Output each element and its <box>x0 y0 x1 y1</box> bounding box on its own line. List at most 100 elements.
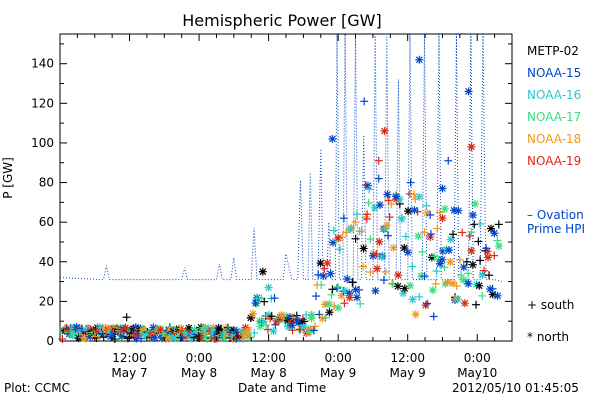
north-point <box>325 308 334 317</box>
north-point <box>389 243 398 252</box>
north-point <box>468 260 477 269</box>
north-point <box>438 255 447 264</box>
south-point <box>413 207 422 216</box>
north-point <box>328 134 337 143</box>
south-point <box>348 278 357 287</box>
north-point <box>80 333 89 342</box>
north-point <box>471 199 480 208</box>
south-point <box>422 201 431 210</box>
south-point <box>464 269 473 278</box>
north-point <box>411 310 420 319</box>
north-point <box>438 184 447 193</box>
south-point <box>363 210 372 219</box>
north-point <box>249 309 258 318</box>
north-point <box>400 284 409 293</box>
x-tick-label-time: 12:00 <box>251 351 286 365</box>
south-point <box>465 232 474 241</box>
south-point <box>423 299 432 308</box>
south-point <box>420 272 429 281</box>
north-point <box>256 322 265 331</box>
ovation-legend-line1: – Ovation <box>527 208 584 222</box>
north-point <box>334 303 343 312</box>
north-point <box>371 286 380 295</box>
footer-xlabel: Date and Time <box>238 381 327 395</box>
south-point <box>387 200 396 209</box>
y-axis-label: P [GW] <box>1 157 15 199</box>
north-point <box>318 314 327 323</box>
south-point <box>426 210 435 219</box>
north-point <box>415 192 424 201</box>
north-point <box>446 257 455 266</box>
y-tick-label: 100 <box>31 136 54 150</box>
south-point <box>430 252 439 261</box>
south-point <box>408 262 417 271</box>
north-point <box>444 246 453 255</box>
south-point <box>418 247 427 256</box>
south-point <box>493 236 502 245</box>
north-point <box>383 190 392 199</box>
north-point <box>406 281 415 290</box>
south-point <box>381 267 390 276</box>
x-tick-label-date: May 7 <box>111 366 147 380</box>
north-point <box>346 225 355 234</box>
north-point <box>375 237 384 246</box>
north-symbol-key: * north <box>527 330 570 344</box>
south-point <box>333 284 342 293</box>
south-point <box>384 231 393 240</box>
south-point <box>270 294 279 303</box>
south-point <box>440 263 449 272</box>
north-point <box>269 327 278 336</box>
south-point <box>334 282 343 291</box>
north-point <box>484 253 493 262</box>
north-point <box>117 332 126 341</box>
x-tick-label-time: 0:00 <box>186 351 213 365</box>
south-point <box>260 297 269 306</box>
south-point <box>246 333 255 342</box>
north-point <box>325 300 334 309</box>
north-point <box>352 293 361 302</box>
south-point <box>364 198 373 207</box>
south-point <box>336 245 345 254</box>
x-tick-label-time: 12:00 <box>390 351 425 365</box>
legend-entry: NOAA-19 <box>527 154 582 168</box>
south-point <box>449 230 458 239</box>
y-tick-label: 140 <box>31 57 54 71</box>
north-point <box>380 127 389 136</box>
south-point <box>339 214 348 223</box>
north-point <box>443 278 452 287</box>
south-point <box>388 279 397 288</box>
south-point <box>357 227 366 236</box>
south-point <box>58 335 67 344</box>
y-tick-label: 40 <box>39 255 54 269</box>
north-point <box>408 295 417 304</box>
south-point <box>321 313 330 322</box>
south-point <box>444 156 453 165</box>
footer-credit: Plot: CCMC <box>4 381 70 395</box>
south-point <box>245 333 254 342</box>
x-tick-label-time: 12:00 <box>112 351 147 365</box>
north-point <box>464 279 473 288</box>
north-point <box>414 231 423 240</box>
north-point <box>486 224 495 233</box>
north-point <box>345 293 354 302</box>
ovation-legend-line2: Prime HPI <box>527 222 585 236</box>
north-point <box>377 253 386 262</box>
south-point <box>431 279 440 288</box>
south-point <box>262 321 271 330</box>
north-point <box>343 274 352 283</box>
north-point <box>334 234 343 243</box>
south-point <box>374 156 383 165</box>
south-point <box>458 228 467 237</box>
north-point <box>415 55 424 64</box>
footer-timestamp: 2012/05/10 01:45:05 <box>452 381 579 395</box>
north-point <box>244 326 253 335</box>
x-tick-label-date: May 9 <box>320 366 356 380</box>
south-point <box>327 290 336 299</box>
south-point <box>312 292 321 301</box>
south-point <box>452 281 461 290</box>
south-point <box>420 228 429 237</box>
legend-entry: NOAA-16 <box>527 88 582 102</box>
x-tick-label-date: May10 <box>457 366 497 380</box>
south-point <box>356 299 365 308</box>
